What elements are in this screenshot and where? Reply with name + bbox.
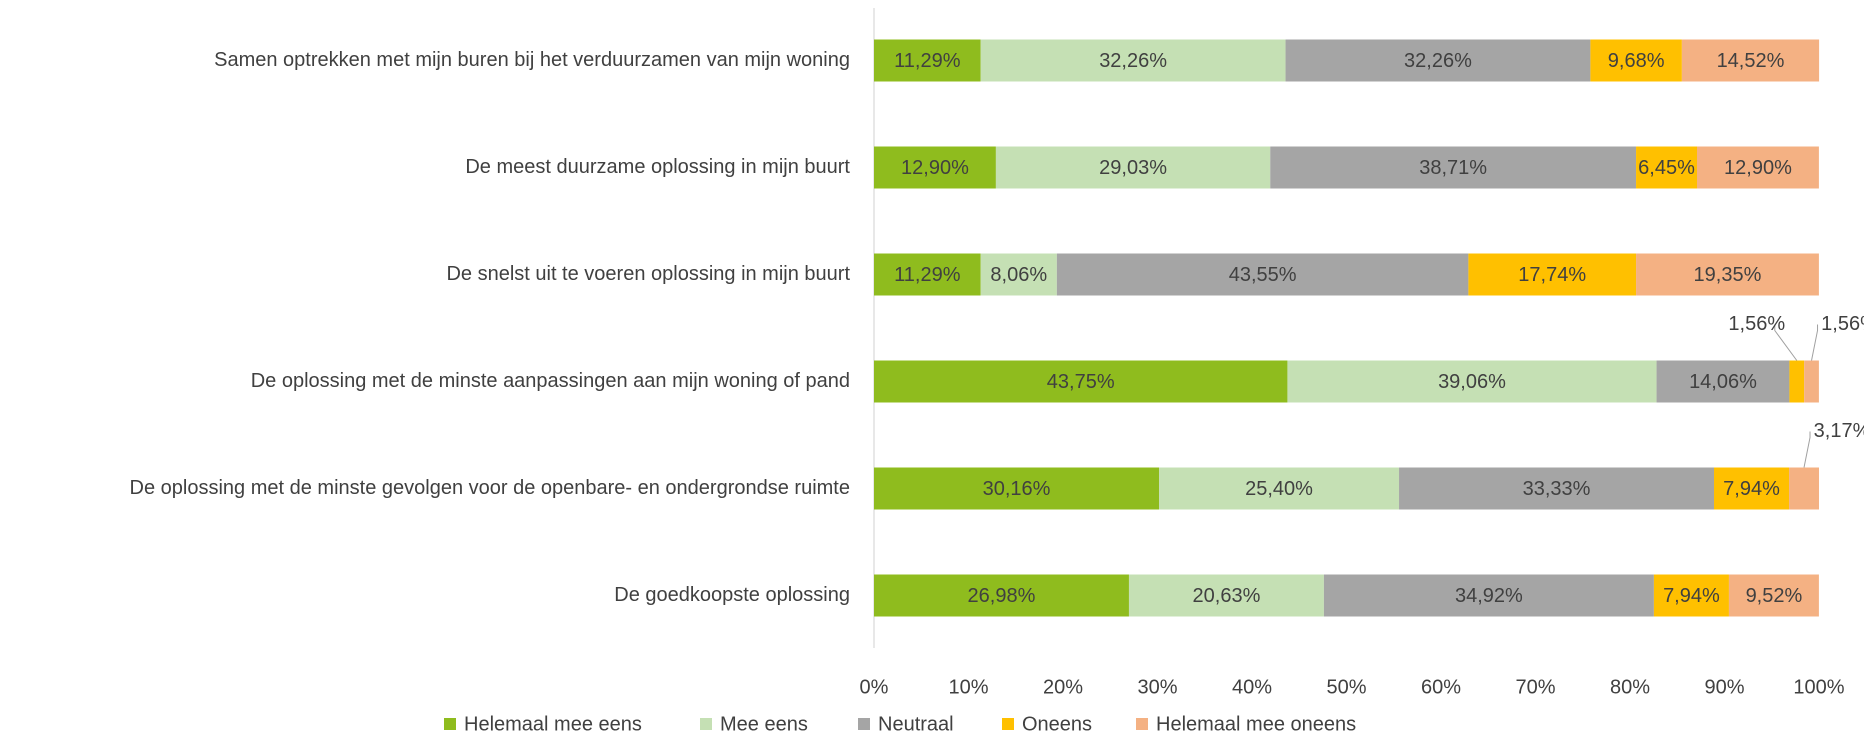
category-label: Samen optrekken met mijn buren bij het v… xyxy=(214,49,850,71)
bar-segment xyxy=(1468,253,1637,296)
data-label: 1,56% xyxy=(1821,313,1864,335)
bar-segment xyxy=(980,39,1286,82)
data-label: 9,68% xyxy=(1608,50,1665,72)
legend-swatch xyxy=(700,718,712,730)
bar-segment xyxy=(1804,360,1819,403)
leader-line xyxy=(1811,324,1819,361)
data-label: 43,75% xyxy=(1047,371,1115,393)
data-label: 25,40% xyxy=(1245,478,1313,500)
data-label: 14,52% xyxy=(1717,50,1785,72)
data-label: 34,92% xyxy=(1455,585,1523,607)
data-label: 32,26% xyxy=(1404,50,1472,72)
data-label: 29,03% xyxy=(1099,157,1167,179)
data-label: 43,55% xyxy=(1229,264,1297,286)
bar-segment xyxy=(1270,146,1637,189)
legend-label: Helemaal mee eens xyxy=(464,713,642,735)
category-label: De goedkoopste oplossing xyxy=(614,584,850,606)
bar-segment xyxy=(874,39,981,82)
data-label: 30,16% xyxy=(983,478,1051,500)
legend-label: Oneens xyxy=(1022,713,1092,735)
data-label: 38,71% xyxy=(1419,157,1487,179)
data-label: 9,52% xyxy=(1746,585,1803,607)
data-label: 33,33% xyxy=(1523,478,1591,500)
data-label: 1,56% xyxy=(1728,313,1785,335)
category-label: De snelst uit te voeren oplossing in mij… xyxy=(446,263,850,285)
bar-segment xyxy=(1636,253,1819,296)
x-tick-label: 100% xyxy=(1793,676,1844,698)
data-label: 7,94% xyxy=(1663,585,1720,607)
data-label: 20,63% xyxy=(1193,585,1261,607)
leader-line xyxy=(1803,431,1811,468)
data-label: 32,26% xyxy=(1099,50,1167,72)
bar-segment xyxy=(1287,360,1657,403)
bar-segment xyxy=(1714,467,1790,510)
x-tick-label: 10% xyxy=(948,676,988,698)
bar-segment xyxy=(874,467,1160,510)
data-label: 3,17% xyxy=(1814,420,1864,442)
legend-swatch xyxy=(858,718,870,730)
data-label: 26,98% xyxy=(968,585,1036,607)
data-label: 19,35% xyxy=(1694,264,1762,286)
bar-segment xyxy=(874,574,1129,617)
legend-swatch xyxy=(444,718,456,730)
legend-label: Mee eens xyxy=(720,713,808,735)
leader-line xyxy=(1774,324,1798,361)
x-tick-label: 30% xyxy=(1137,676,1177,698)
data-label: 8,06% xyxy=(990,264,1047,286)
legend-swatch xyxy=(1136,718,1148,730)
bar-segment xyxy=(1728,574,1819,617)
x-tick-label: 70% xyxy=(1515,676,1555,698)
bar-segment xyxy=(980,253,1057,296)
category-label: De oplossing met de minste aanpassingen … xyxy=(251,370,850,392)
bar-segment xyxy=(874,360,1288,403)
bar-segment xyxy=(874,253,981,296)
data-label: 39,06% xyxy=(1438,371,1506,393)
x-tick-label: 50% xyxy=(1326,676,1366,698)
data-label: 11,29% xyxy=(894,264,961,286)
x-tick-label: 20% xyxy=(1043,676,1083,698)
bar-segment xyxy=(1653,574,1729,617)
data-label: 7,94% xyxy=(1723,478,1780,500)
x-tick-label: 80% xyxy=(1610,676,1650,698)
x-tick-label: 60% xyxy=(1421,676,1461,698)
x-tick-label: 90% xyxy=(1704,676,1744,698)
legend-swatch xyxy=(1002,718,1014,730)
bar-segment xyxy=(1056,253,1469,296)
bar-segment xyxy=(1128,574,1324,617)
bar-segment xyxy=(1789,360,1805,403)
bar-segment xyxy=(1656,360,1790,403)
data-label: 17,74% xyxy=(1518,264,1586,286)
legend-label: Neutraal xyxy=(878,713,954,735)
bar-segment xyxy=(1323,574,1654,617)
data-label: 12,90% xyxy=(901,157,969,179)
bar-segment xyxy=(1697,146,1819,189)
bar-segment xyxy=(1590,39,1682,82)
x-tick-label: 40% xyxy=(1232,676,1272,698)
legend-label: Helemaal mee oneens xyxy=(1156,713,1356,735)
bar-segment xyxy=(995,146,1271,189)
bar-segment xyxy=(1789,467,1819,510)
data-label: 14,06% xyxy=(1689,371,1757,393)
bar-segment xyxy=(1159,467,1400,510)
x-tick-label: 0% xyxy=(860,676,889,698)
bar-segment xyxy=(1399,467,1715,510)
bar-segment xyxy=(1285,39,1591,82)
data-label: 12,90% xyxy=(1724,157,1792,179)
data-label: 6,45% xyxy=(1638,157,1695,179)
category-label: De oplossing met de minste gevolgen voor… xyxy=(130,477,850,499)
data-label: 11,29% xyxy=(894,50,961,72)
category-label: De meest duurzame oplossing in mijn buur… xyxy=(465,156,850,178)
bar-segment xyxy=(1636,146,1698,189)
bar-segment xyxy=(1681,39,1820,82)
bar-segment xyxy=(874,146,996,189)
